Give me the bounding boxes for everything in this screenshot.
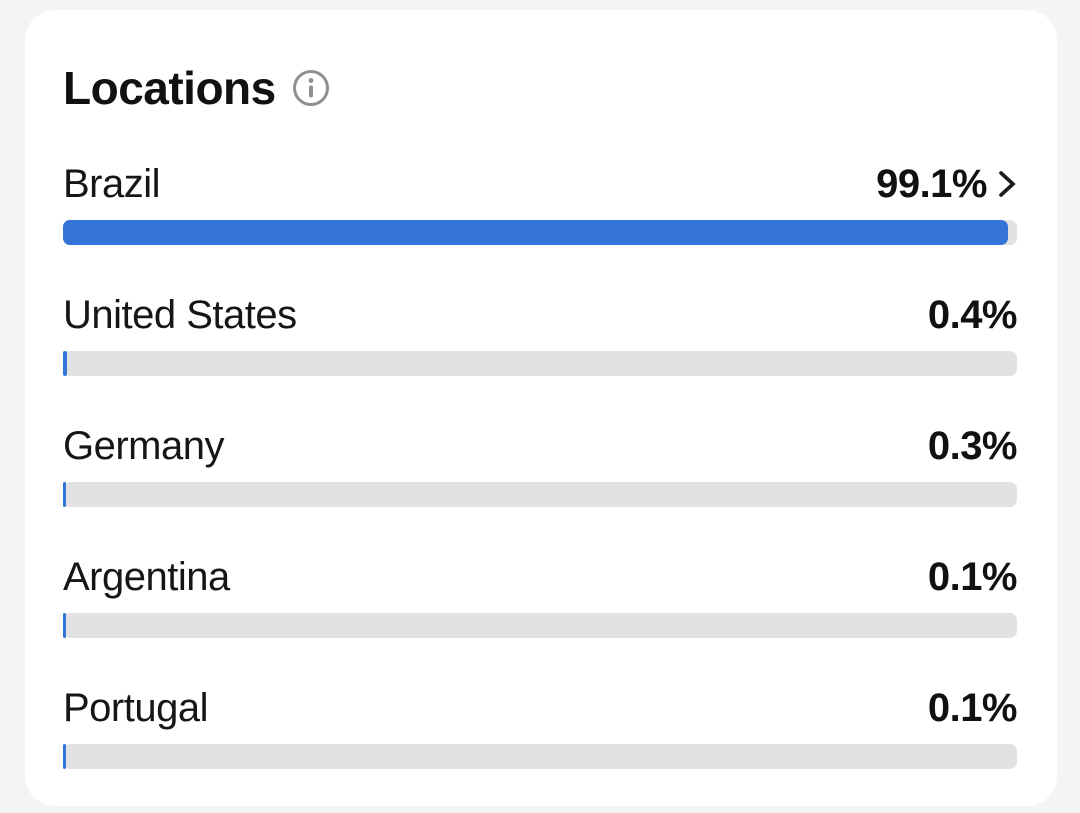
locations-list: Brazil 99.1% United States 0.4% xyxy=(63,160,1018,769)
location-bar-fill xyxy=(63,220,1009,245)
location-value-group: 0.1% xyxy=(927,553,1018,601)
location-bar-track xyxy=(63,351,1017,376)
location-label-line: Argentina 0.1% xyxy=(63,553,1018,601)
location-name: Argentina xyxy=(63,555,230,599)
location-label-line: Germany 0.3% xyxy=(63,422,1018,470)
location-value-group: 0.4% xyxy=(927,291,1018,339)
location-label-line: United States 0.4% xyxy=(63,291,1018,339)
location-name: Portugal xyxy=(63,686,208,730)
location-percent: 0.4% xyxy=(927,293,1018,337)
location-row[interactable]: Brazil 99.1% xyxy=(63,160,1017,245)
location-bar-fill xyxy=(63,744,66,769)
location-value-group: 99.1% xyxy=(876,160,1017,208)
location-row: Germany 0.3% xyxy=(63,422,1018,507)
location-bar-fill xyxy=(63,482,66,507)
location-percent: 0.1% xyxy=(927,686,1018,730)
location-name: Brazil xyxy=(63,162,161,206)
location-percent: 99.1% xyxy=(876,162,987,206)
location-percent: 0.1% xyxy=(927,555,1018,599)
location-label-line: Brazil 99.1% xyxy=(63,160,1017,208)
location-percent: 0.3% xyxy=(927,424,1018,468)
page-title: Locations xyxy=(63,62,276,114)
location-bar-fill xyxy=(63,351,67,376)
location-bar-track xyxy=(63,744,1017,769)
location-bar-track xyxy=(63,220,1017,245)
location-name: United States xyxy=(63,293,297,337)
location-row: Portugal 0.1% xyxy=(63,684,1018,769)
location-label-line: Portugal 0.1% xyxy=(63,684,1018,732)
card-header: Locations xyxy=(63,60,1017,116)
location-bar-track xyxy=(63,613,1017,638)
location-row: Argentina 0.1% xyxy=(63,553,1018,638)
location-value-group: 0.3% xyxy=(927,422,1018,470)
locations-card: Locations Brazil 99.1% xyxy=(25,10,1057,806)
location-row: United States 0.4% xyxy=(63,291,1018,376)
chevron-right-icon xyxy=(997,169,1017,199)
location-bar-track xyxy=(63,482,1017,507)
location-value-group: 0.1% xyxy=(927,684,1018,732)
location-name: Germany xyxy=(63,424,225,468)
location-bar-fill xyxy=(63,613,66,638)
info-icon[interactable] xyxy=(292,69,330,107)
